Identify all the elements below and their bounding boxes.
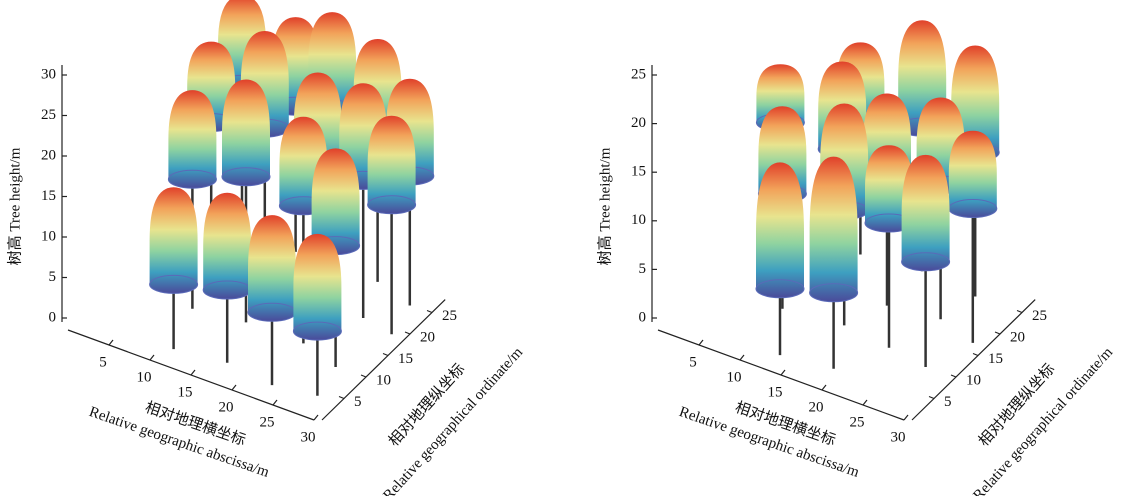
y-tick [426,309,433,314]
x-tick [190,369,196,376]
y-tick-label: 20 [420,329,435,345]
y-tick [338,395,345,400]
y-tick-label: 20 [1010,329,1025,345]
crown [168,90,217,189]
x-tick [272,399,278,406]
crown-base [167,169,217,189]
x-tick-label: 25 [260,414,275,430]
y-axis-label: 相对地理纵坐标 [975,360,1058,449]
x-tick [739,354,745,361]
y-tick [382,352,389,357]
y-tick-label: 10 [376,372,391,388]
z-axis-label: 树高 Tree height/m [596,147,613,265]
crown [865,145,913,233]
x-tick-label: 15 [178,384,193,400]
y-tick-label: 5 [944,394,952,410]
x-tick-label: 10 [137,369,152,385]
x-tick-label: 30 [301,429,316,445]
z-tick-label: 5 [639,261,647,277]
x-tick-label: 30 [891,429,906,445]
x-tick [780,369,786,376]
crown-base [755,279,805,299]
x-tick-label: 20 [809,399,824,415]
crown [809,156,858,302]
z-tick-label: 10 [631,212,646,228]
y-tick-label: 25 [442,308,457,324]
chart: 051015202551015202530510152025相对地理横坐标Rel… [596,20,1116,496]
crown [293,233,342,341]
x-tick-label: 10 [727,369,742,385]
y-tick-label: 15 [988,351,1003,367]
z-tick-label: 20 [631,115,646,131]
y-tick [1016,309,1023,314]
x-tick-label: 5 [99,354,107,370]
crown-base [149,274,199,294]
crown-base [901,252,951,272]
z-tick-label: 0 [639,309,647,325]
z-axis-label: 树高 Tree height/m [6,147,23,265]
crown [203,192,252,299]
chart: 05101520253051015202530510152025相对地理横坐标R… [6,0,526,496]
y-tick [928,395,935,400]
x-tick [903,414,909,421]
z-tick-label: 15 [631,164,646,180]
y-tick [404,331,411,335]
z-tick-label: 25 [631,66,646,82]
y-axis [911,299,1036,421]
z-tick-label: 0 [49,309,57,325]
x-tick [149,354,155,361]
y-axis-label: 相对地理纵坐标 [385,360,468,449]
crown-base [221,167,271,187]
y-tick-label: 15 [398,351,413,367]
x-tick [821,384,827,391]
x-tick-label: 20 [219,399,234,415]
z-tick-label: 30 [41,66,56,82]
crown-base [367,195,417,215]
y-tick [972,352,979,357]
y-tick [360,374,367,378]
crown [948,130,997,218]
y-tick-label: 5 [354,394,362,410]
crown [901,154,950,271]
y-tick [994,331,1001,335]
y-axis [321,299,446,421]
x-tick [231,384,237,391]
crown [311,148,360,255]
y-tick-label: 10 [966,372,981,388]
x-tick-label: 5 [689,354,697,370]
crown [248,215,296,322]
x-tick [698,339,704,346]
z-tick-label: 25 [41,107,56,123]
crown [149,187,198,294]
crown [222,79,270,186]
x-tick [862,399,868,406]
x-tick [108,339,114,346]
y-tick [950,374,957,378]
z-tick-label: 15 [41,188,56,204]
crown-base [809,283,859,303]
x-tick-label: 25 [850,414,865,430]
y-tick-label: 25 [1032,308,1047,324]
crown [367,115,416,214]
crown-base [292,321,342,341]
x-tick-label: 15 [768,384,783,400]
crown [756,162,804,298]
z-tick-label: 10 [41,228,56,244]
z-tick-label: 5 [49,269,57,285]
x-tick [313,414,319,421]
z-tick-label: 20 [41,147,56,163]
